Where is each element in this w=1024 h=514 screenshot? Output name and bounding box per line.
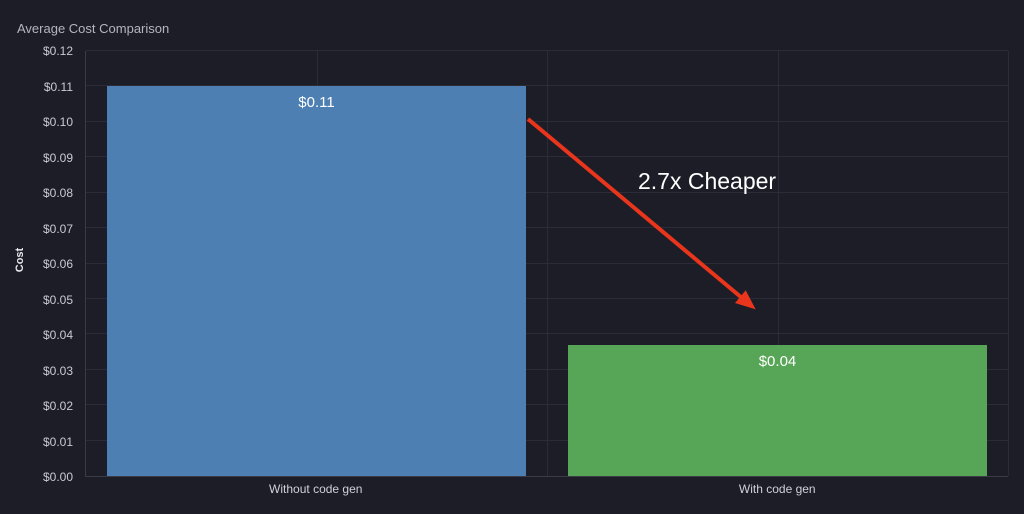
gridline-vertical <box>547 51 548 476</box>
y-tick-label: $0.12 <box>42 44 73 58</box>
bar-value-label: $0.04 <box>758 352 797 370</box>
bar-slot: $0.11 <box>86 51 547 476</box>
y-tick-label: $0.06 <box>42 257 73 271</box>
y-axis: $0.00 $0.01 $0.02 $0.03 $0.04 $0.05 $0.06 $0.07… <box>0 44 79 484</box>
y-tick-label: $0.10 <box>42 115 73 129</box>
y-tick-label: $0.08 <box>42 186 73 201</box>
x-tick-label: With code gen <box>738 482 816 496</box>
bar-with-code-gen: $0.04 <box>568 344 987 476</box>
y-tick-label: $0.04 <box>42 328 73 343</box>
bar-slot: $0.04 <box>547 51 1008 476</box>
bar-without-code-gen: $0.11 <box>107 86 526 476</box>
gridline-vertical <box>777 51 779 476</box>
x-tick-label: Without code gen <box>269 482 363 496</box>
y-tick-label: $0.07 <box>42 221 73 236</box>
chart-title: Average Cost Comparison <box>17 21 170 36</box>
y-tick-label: $0.00 <box>42 470 73 484</box>
y-tick-label: $0.05 <box>42 292 73 307</box>
gridline-vertical <box>1008 51 1009 476</box>
y-tick-label: $0.01 <box>42 434 73 449</box>
y-tick-label: $0.11 <box>43 79 73 94</box>
annotation-text: 2.7x Cheaper <box>638 168 777 194</box>
plot-area: $0.11 $0.04 <box>85 50 1009 477</box>
bar-value-label: $0.11 <box>298 94 335 112</box>
y-tick-label: $0.03 <box>42 363 73 378</box>
gridline-horizontal <box>86 50 1008 51</box>
y-tick-label: $0.09 <box>42 150 73 165</box>
y-tick-label: $0.02 <box>42 399 73 414</box>
x-axis: Without code gen With code gen <box>85 482 1008 496</box>
